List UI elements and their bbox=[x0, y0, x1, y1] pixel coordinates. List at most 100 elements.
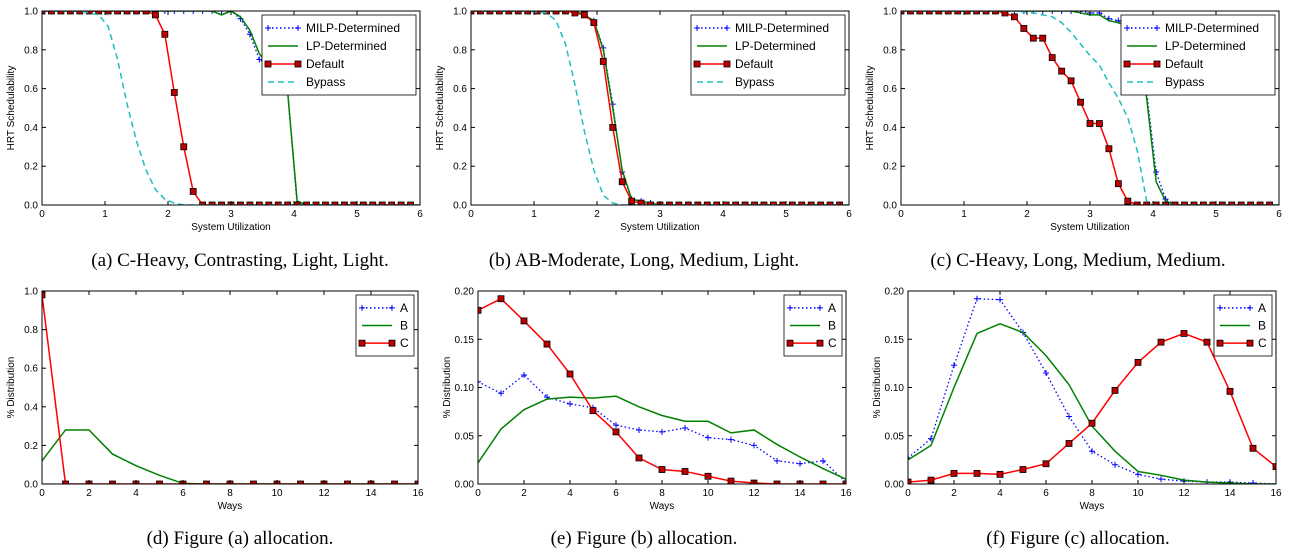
legend-label-lp: LP-Determined bbox=[1165, 39, 1246, 53]
data-point-default bbox=[293, 201, 301, 205]
y-tick-label: 1.0 bbox=[453, 7, 467, 18]
data-point-A bbox=[951, 362, 957, 369]
data-point-default bbox=[1256, 201, 1264, 205]
data-point-default bbox=[732, 201, 739, 205]
legend-label-B: B bbox=[400, 319, 408, 333]
data-point-default bbox=[359, 201, 367, 205]
data-point-default bbox=[1077, 98, 1084, 106]
data-point-default bbox=[982, 11, 990, 15]
data-point-default bbox=[218, 201, 225, 205]
data-point-default bbox=[189, 188, 197, 195]
data-point-C bbox=[156, 480, 163, 484]
chart-b: 0 1 2 3 4 5 6 0.0 0.2 0.4 0.6 0.8 1.0 System Utilizat… bbox=[435, 7, 852, 234]
y-tick-label: 0.4 bbox=[453, 123, 467, 134]
legend: MILP-Determined LP-Determined Default Bypas… bbox=[690, 14, 846, 96]
data-point-default bbox=[916, 11, 924, 15]
caption-b: (b) AB-Moderate, Long, Medium, Light. bbox=[488, 250, 800, 271]
data-point-default bbox=[1020, 25, 1028, 32]
legend-label-default: Default bbox=[735, 57, 774, 71]
y-tick-label: 0.10 bbox=[455, 383, 475, 394]
data-point-C bbox=[927, 476, 935, 484]
data-point-default bbox=[57, 11, 65, 15]
chart-c: 0 1 2 3 4 5 6 0.0 0.2 0.4 0.6 0.8 1.0 System Utilizat… bbox=[865, 7, 1282, 234]
series-line-B bbox=[478, 395, 846, 480]
x-tick-label: 8 bbox=[227, 488, 233, 499]
x-tick-label: 16 bbox=[412, 488, 424, 499]
data-point-C bbox=[543, 340, 551, 348]
data-point-C bbox=[819, 480, 827, 484]
y-tick-label: 0.8 bbox=[453, 45, 467, 56]
data-point-default bbox=[1096, 120, 1103, 127]
legend-marker-C bbox=[816, 339, 824, 347]
caption-f: (f) Figure (c) allocation. bbox=[986, 528, 1170, 549]
y-tick-label: 0.10 bbox=[885, 383, 905, 394]
data-point-default bbox=[807, 201, 815, 205]
data-point-default bbox=[1209, 201, 1217, 205]
data-point-default bbox=[901, 11, 905, 15]
x-tick-label: 2 bbox=[1024, 209, 1030, 220]
x-tick-label: 2 bbox=[86, 488, 92, 499]
data-point-default bbox=[1039, 34, 1047, 42]
caption-d: (d) Figure (a) allocation. bbox=[146, 528, 334, 549]
x-axis-label: Ways bbox=[1080, 501, 1105, 512]
y-axis-label: HRT Schedulability bbox=[6, 66, 17, 151]
series-line-milp bbox=[901, 11, 1270, 205]
data-point-default bbox=[1124, 197, 1132, 205]
data-point-default bbox=[675, 201, 683, 205]
x-tick-label: 4 bbox=[567, 488, 573, 499]
series-bypass bbox=[42, 11, 420, 205]
legend-marker-default bbox=[1123, 60, 1131, 68]
data-point-milp bbox=[1068, 11, 1075, 14]
legend-marker-A bbox=[817, 304, 823, 311]
y-tick-label: 0.2 bbox=[453, 162, 467, 173]
series-B bbox=[478, 395, 846, 480]
data-point-default bbox=[770, 201, 777, 205]
series-default bbox=[42, 11, 414, 205]
data-point-default bbox=[1162, 201, 1169, 205]
x-tick-label: 0 bbox=[39, 488, 45, 499]
legend-marker-default bbox=[294, 60, 302, 68]
data-point-default bbox=[265, 201, 273, 205]
x-tick-label: 6 bbox=[613, 488, 619, 499]
data-point-A bbox=[1112, 461, 1118, 468]
series-C bbox=[908, 330, 1276, 484]
y-tick-label: 0.15 bbox=[885, 335, 905, 346]
legend: ABC bbox=[355, 294, 415, 357]
legend-label-C: C bbox=[1258, 336, 1267, 350]
legend-label-bypass: Bypass bbox=[735, 75, 774, 89]
data-point-default bbox=[1247, 201, 1255, 205]
y-tick-label: 0.6 bbox=[453, 84, 467, 95]
legend-marker-milp bbox=[1124, 25, 1130, 31]
legend: ABC bbox=[783, 294, 843, 357]
chart-f: 0 2 4 6 8 10 12 14 16 0.00 0.05 0.10 0.15 0.20 Ways % D… bbox=[872, 287, 1282, 513]
data-point-default bbox=[161, 30, 169, 38]
data-point-default bbox=[114, 11, 121, 15]
data-point-C bbox=[1157, 338, 1165, 346]
data-point-default bbox=[1029, 34, 1037, 42]
data-point-C bbox=[635, 454, 643, 462]
data-point-C bbox=[842, 480, 846, 484]
data-point-milp bbox=[1011, 11, 1018, 14]
series-lp bbox=[471, 11, 849, 205]
data-point-A bbox=[636, 426, 642, 433]
x-tick-label: 3 bbox=[228, 209, 234, 220]
data-point-default bbox=[954, 11, 962, 15]
legend-marker-A bbox=[1217, 304, 1223, 311]
data-point-default bbox=[628, 197, 636, 205]
data-point-default bbox=[760, 201, 768, 205]
y-tick-label: 0.2 bbox=[883, 162, 897, 173]
x-tick-label: 6 bbox=[1043, 488, 1049, 499]
y-tick-label: 1.0 bbox=[24, 7, 38, 18]
y-tick-label: 0.8 bbox=[24, 45, 38, 56]
data-point-default bbox=[788, 201, 796, 205]
y-tick-label: 0.4 bbox=[24, 123, 38, 134]
data-point-default bbox=[637, 199, 645, 205]
data-point-C bbox=[1272, 463, 1276, 471]
data-point-default bbox=[350, 201, 358, 205]
data-point-default bbox=[66, 11, 74, 15]
x-tick-label: 2 bbox=[594, 209, 600, 220]
legend-marker-C bbox=[1246, 339, 1254, 347]
data-point-default bbox=[322, 201, 329, 205]
data-point-default bbox=[944, 11, 952, 15]
x-axis-label: System Utilization bbox=[191, 222, 270, 233]
